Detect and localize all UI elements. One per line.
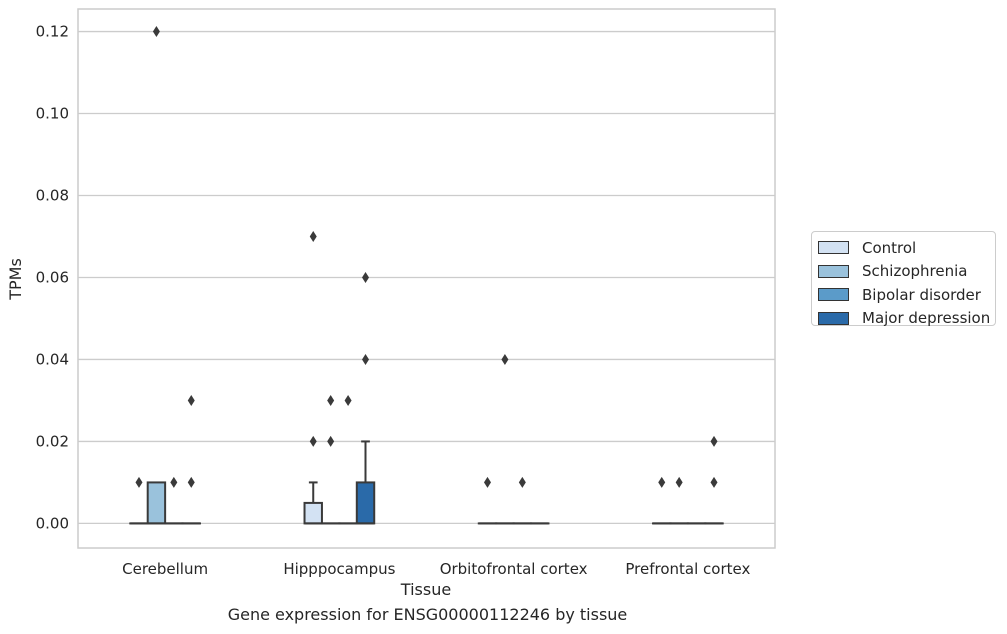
box-body	[303, 501, 323, 525]
box-1-3	[355, 271, 376, 525]
outlier-point	[362, 353, 370, 365]
box-2-0	[477, 476, 498, 525]
outlier-point	[483, 476, 491, 488]
y-tick-label: 0.06	[36, 268, 69, 286]
outlier-point	[362, 271, 370, 283]
box-3-0	[652, 476, 672, 525]
x-tick-label: Hipppocampus	[283, 560, 395, 578]
box-body	[355, 481, 376, 525]
y-tick-labels: 0.00 0.02 0.04 0.06 0.08 0.10 0.12	[36, 23, 69, 533]
legend: Control Schizophrenia Bipolar disorder Majo…	[811, 231, 996, 327]
boxes	[129, 26, 724, 525]
outlier-point	[309, 435, 317, 447]
box-1-2	[338, 394, 358, 525]
box-0-3	[181, 394, 201, 525]
y-tick-label: 0.10	[36, 105, 69, 123]
outlier-point	[501, 353, 509, 365]
box-body	[146, 481, 167, 525]
outlier-point	[710, 435, 718, 447]
outlier-point	[187, 394, 195, 406]
legend-swatch	[818, 311, 849, 325]
outlier-point	[658, 476, 666, 488]
legend-item: Schizophrenia	[818, 260, 995, 284]
outlier-point	[135, 476, 143, 488]
x-tick-label: Prefrontal cortex	[625, 560, 750, 578]
outlier-point	[187, 476, 195, 488]
box-3-3	[704, 435, 724, 525]
outlier-point	[327, 435, 335, 447]
box-2-2	[512, 476, 533, 525]
x-tick-label: Cerebellum	[122, 560, 208, 578]
legend-swatch	[818, 241, 849, 255]
outlier-point	[327, 394, 335, 406]
box-0-1	[146, 26, 167, 525]
outlier-point	[675, 476, 683, 488]
outlier-point	[170, 476, 178, 488]
x-tick-labels: Cerebellum Hipppocampus Orbitofrontal cort…	[122, 560, 750, 578]
box-0-2	[164, 476, 184, 525]
outlier-point	[710, 476, 718, 488]
plot-frame	[77, 8, 776, 549]
x-axis-title: Tissue	[400, 580, 451, 599]
legend-label: Bipolar disorder	[862, 285, 981, 304]
outlier-point	[344, 394, 352, 406]
y-axis-title: TPMs	[6, 258, 25, 301]
outlier-point	[518, 476, 526, 488]
gridlines	[78, 30, 775, 525]
legend-swatch	[818, 264, 849, 278]
legend-label: Major depression	[862, 309, 991, 328]
outlier-point	[309, 230, 317, 242]
outlier-point	[152, 26, 160, 38]
legend-label: Schizophrenia	[862, 262, 968, 281]
y-tick-label: 0.04	[36, 350, 69, 368]
y-tick-label: 0.00	[36, 514, 69, 532]
legend-item: Control	[818, 236, 995, 260]
y-tick-label: 0.02	[36, 432, 69, 450]
box-2-1	[495, 353, 515, 525]
legend-label: Control	[862, 238, 917, 257]
legend-item: Major depression	[818, 307, 995, 331]
y-tick-label: 0.08	[36, 186, 69, 204]
box-3-1	[669, 476, 689, 525]
box-0-0	[129, 476, 149, 525]
chart-caption: Gene expression for ENSG00000112246 by t…	[227, 605, 628, 624]
box-1-1	[320, 394, 341, 525]
legend-item: Bipolar disorder	[818, 283, 995, 307]
x-tick-label: Orbitofrontal cortex	[440, 560, 588, 578]
legend-swatch	[818, 288, 849, 302]
box-1-0	[303, 230, 323, 525]
y-tick-label: 0.12	[36, 23, 69, 41]
